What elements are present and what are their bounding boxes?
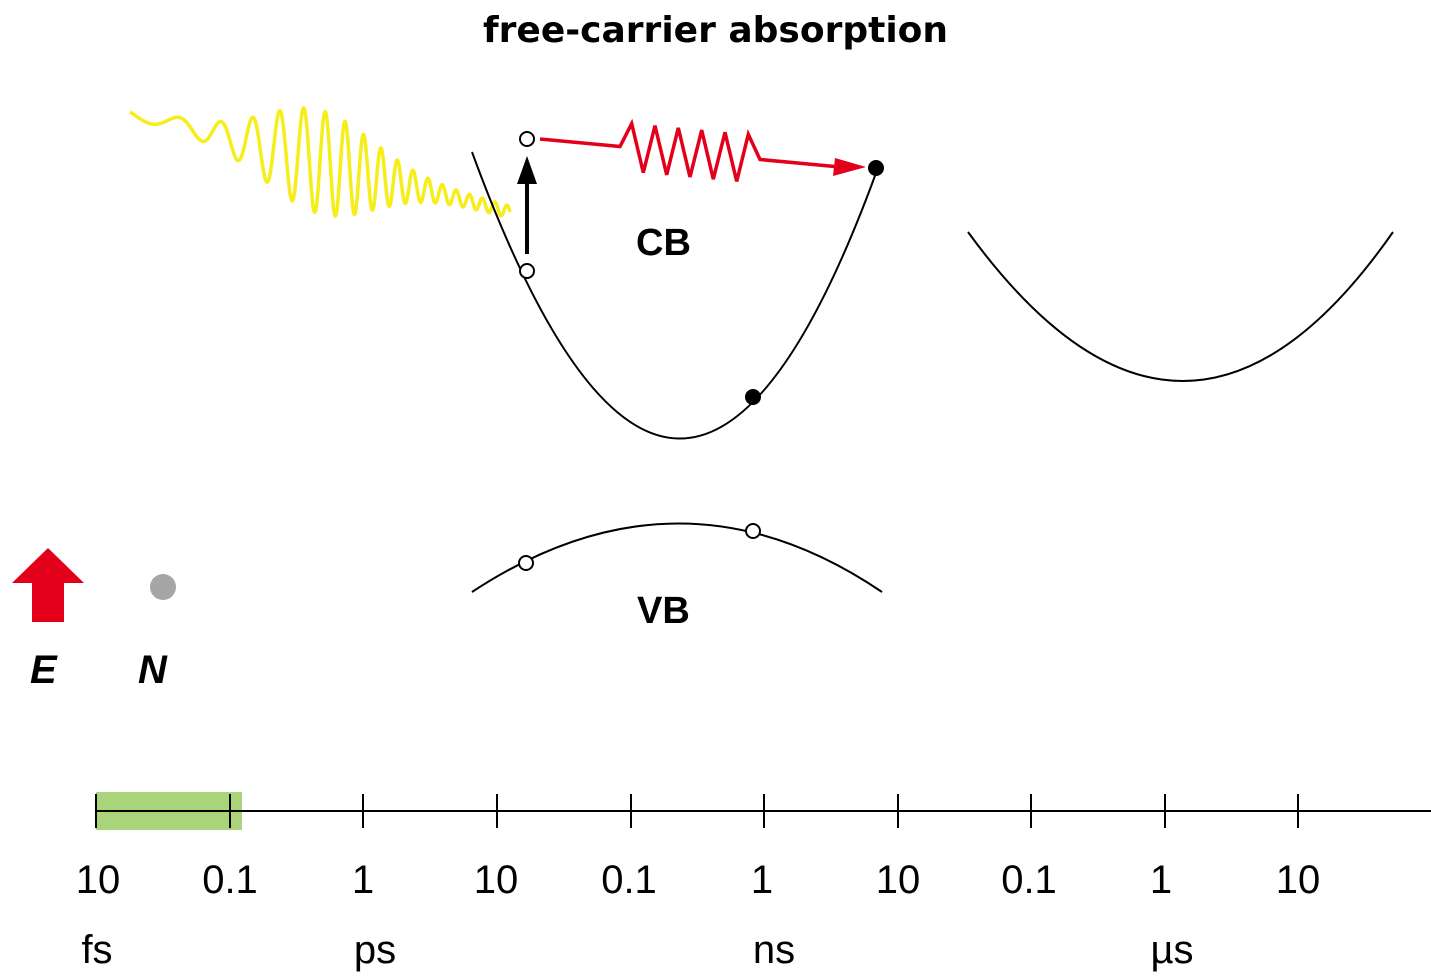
hole-vb-left — [518, 555, 534, 571]
phonon-arrow-head — [833, 158, 866, 176]
unit-label-fs: fs — [81, 928, 113, 972]
unit-label-ps: ps — [353, 928, 397, 972]
diagram-title: free-carrier absorption — [482, 10, 949, 51]
valence-band-label: VB — [637, 590, 690, 632]
energy-legend-label: E — [30, 648, 57, 692]
valence-band-curve — [471, 522, 883, 593]
tick-label: 0.1 — [601, 858, 657, 902]
tick-label: 10 — [875, 858, 921, 902]
carrier-legend-label: N — [138, 648, 167, 692]
tick-label: 1 — [351, 858, 375, 902]
hole-vb-right — [745, 523, 761, 539]
tick-label: 10 — [473, 858, 519, 902]
tick-label: 1 — [1149, 858, 1173, 902]
phonon-emission-zigzag — [539, 118, 841, 182]
tick-label: 0.1 — [202, 858, 258, 902]
unit-label-ns: ns — [752, 928, 796, 972]
tick-label: 10 — [1275, 858, 1321, 902]
hole-state-cb-left — [519, 263, 535, 279]
hole-state-top — [519, 131, 535, 147]
tick-label: 10 — [75, 858, 121, 902]
absorption-arrow-head — [517, 156, 537, 184]
red-up-arrow-icon — [12, 548, 84, 622]
electron-cb-top-right — [868, 160, 884, 176]
conduction-band-curve — [471, 151, 881, 440]
conduction-band-label: CB — [636, 222, 691, 264]
electron-cb-lower — [745, 389, 761, 405]
tick-label: 1 — [750, 858, 774, 902]
tick-label: 0.1 — [1001, 858, 1057, 902]
unit-label-us: µs — [1150, 928, 1194, 972]
gray-dot-icon — [150, 574, 176, 600]
relaxed-band-curve — [967, 231, 1394, 382]
laser-pulse-wave — [128, 106, 512, 218]
timeline-ticks — [95, 794, 1299, 828]
